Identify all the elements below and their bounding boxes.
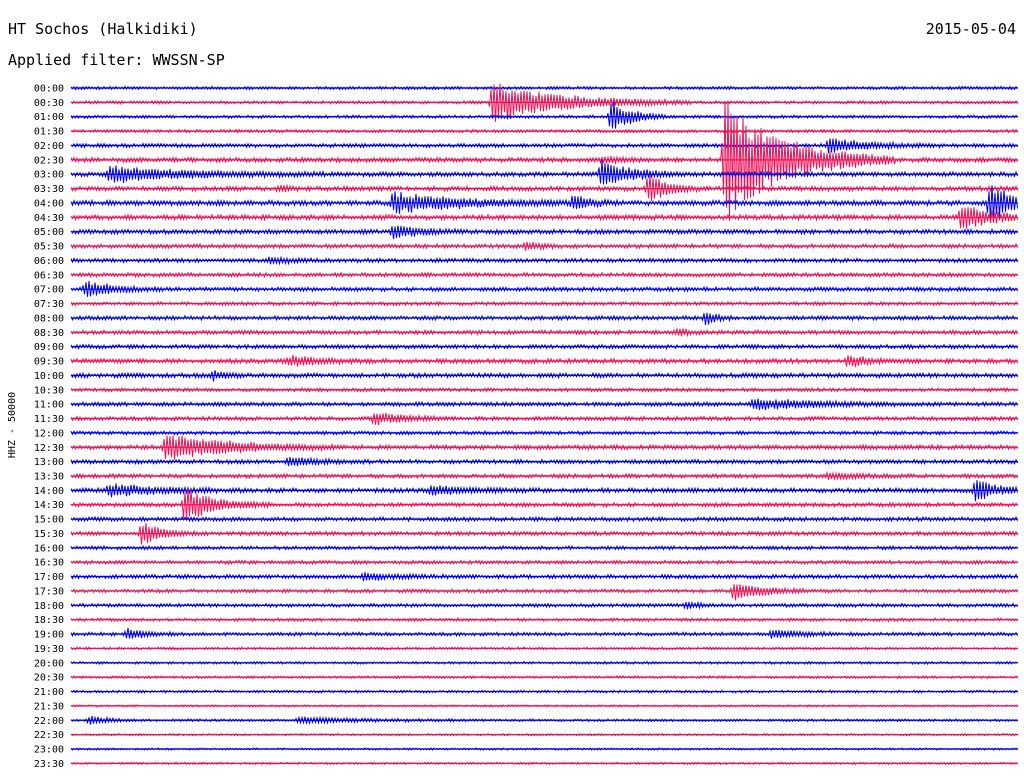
- trace-line: [70, 312, 1018, 325]
- time-tick-label: 23:00: [34, 745, 64, 756]
- time-tick-label: 06:30: [34, 270, 64, 281]
- time-tick-label: 10:30: [34, 385, 64, 396]
- time-tick-label: 18:00: [34, 601, 64, 612]
- time-tick-label: 14:00: [34, 486, 64, 497]
- trace-line: [70, 138, 1018, 154]
- trace-line: [70, 584, 1018, 601]
- y-axis-label: HHZ - 50000: [7, 392, 18, 458]
- time-tick-label: 09:00: [34, 342, 64, 353]
- time-tick-label: 21:30: [34, 701, 64, 712]
- time-tick-label: 15:30: [34, 529, 64, 540]
- time-tick-label: 14:30: [34, 500, 64, 511]
- time-tick-label: 09:30: [34, 357, 64, 368]
- station-title: HT Sochos (Halkidiki): [8, 20, 198, 38]
- time-tick-label: 20:30: [34, 673, 64, 684]
- time-tick-label: 08:30: [34, 328, 64, 339]
- time-tick-label: 13:30: [34, 471, 64, 482]
- time-tick-label: 11:00: [34, 400, 64, 411]
- time-tick-label: 04:30: [34, 213, 64, 224]
- time-tick-label: 21:00: [34, 687, 64, 698]
- time-tick-label: 00:30: [34, 98, 64, 109]
- trace-line: [70, 488, 1018, 519]
- time-tick-label: 20:00: [34, 658, 64, 669]
- time-tick-label: 10:00: [34, 371, 64, 382]
- time-tick-label: 17:00: [34, 572, 64, 583]
- trace-line: [70, 354, 1018, 368]
- time-tick-label: 00:00: [34, 84, 64, 95]
- time-tick-label: 01:00: [34, 112, 64, 123]
- trace-line: [70, 175, 1018, 202]
- time-tick-labels: 00:00 00:30 01:00 01:30 02:00 02:30 03:00 03:30…: [34, 84, 64, 770]
- time-tick-label: 13:00: [34, 457, 64, 468]
- time-tick-label: 08:00: [34, 313, 64, 324]
- trace-group: [70, 83, 1018, 766]
- time-tick-label: 15:00: [34, 515, 64, 526]
- time-tick-label: 16:30: [34, 558, 64, 569]
- time-tick-label: 03:00: [34, 170, 64, 181]
- date-label: 2015-05-04: [925, 20, 1016, 38]
- time-tick-label: 02:30: [34, 155, 64, 166]
- time-tick-label: 17:30: [34, 586, 64, 597]
- filter-label: Applied filter: WWSSN-SP: [8, 51, 225, 69]
- trace-line: [70, 101, 1018, 217]
- time-tick-label: 12:30: [34, 443, 64, 454]
- time-tick-label: 03:30: [34, 184, 64, 195]
- time-tick-label: 11:30: [34, 414, 64, 425]
- time-tick-label: 22:00: [34, 716, 64, 727]
- time-tick-label: 07:00: [34, 285, 64, 296]
- time-tick-label: 18:30: [34, 615, 64, 626]
- time-tick-label: 01:30: [34, 127, 64, 138]
- time-tick-label: 23:30: [34, 759, 64, 770]
- time-tick-label: 19:00: [34, 630, 64, 641]
- time-tick-label: 05:00: [34, 227, 64, 238]
- time-tick-label: 07:30: [34, 299, 64, 310]
- time-tick-label: 05:30: [34, 242, 64, 253]
- time-tick-label: 22:30: [34, 730, 64, 741]
- time-tick-label: 04:00: [34, 198, 64, 209]
- trace-line: [70, 627, 1018, 639]
- time-tick-label: 19:30: [34, 644, 64, 655]
- time-tick-label: 16:00: [34, 543, 64, 554]
- trace-line: [70, 160, 1018, 185]
- time-tick-label: 06:00: [34, 256, 64, 267]
- time-tick-label: 12:00: [34, 428, 64, 439]
- time-tick-label: 02:00: [34, 141, 64, 152]
